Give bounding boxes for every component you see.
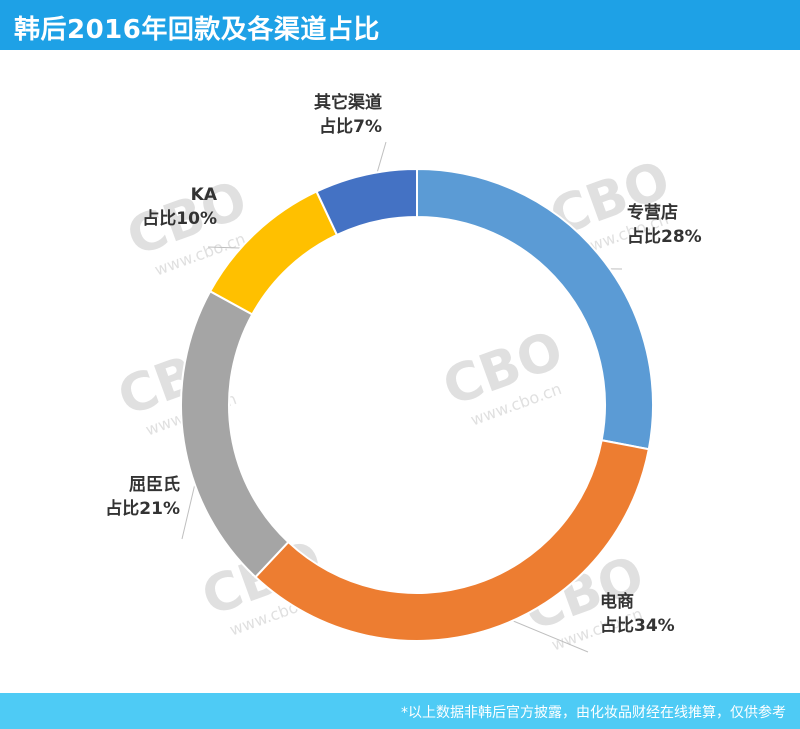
- label-zhuanyingdian: 专营店 占比28%: [627, 201, 702, 249]
- label-quchenshi: 屈臣氏 占比21%: [105, 473, 180, 521]
- label-value: 占比34%: [600, 616, 675, 636]
- slice-其它渠道: [315, 167, 418, 237]
- label-name: KA: [190, 185, 217, 205]
- label-value: 占比10%: [142, 209, 217, 229]
- label-qita: 其它渠道 占比7%: [314, 91, 382, 139]
- label-value: 占比21%: [105, 499, 180, 519]
- label-name: 专营店: [627, 203, 678, 223]
- label-value: 占比28%: [627, 227, 702, 247]
- label-name: 屈臣氏: [129, 475, 180, 495]
- disclaimer-note: *以上数据非韩后官方披露，由化妆品财经在线推算，仅供参考: [401, 705, 786, 721]
- footer-bar: *以上数据非韩后官方披露，由化妆品财经在线推算，仅供参考: [0, 693, 800, 729]
- label-name: 电商: [600, 592, 634, 612]
- label-dianshang: 电商 占比34%: [600, 590, 675, 638]
- label-value: 占比7%: [319, 117, 382, 137]
- page-title: 韩后2016年回款及各渠道占比: [14, 15, 380, 45]
- slice-屈臣氏: [180, 289, 290, 579]
- label-name: 其它渠道: [314, 93, 382, 113]
- donut-chart: CBOwww.cbo.cnCBOwww.cbo.cnCBOwww.cbo.cnC…: [111, 141, 678, 654]
- header-bar: 韩后2016年回款及各渠道占比: [0, 0, 800, 50]
- label-ka: KA 占比10%: [142, 183, 217, 231]
